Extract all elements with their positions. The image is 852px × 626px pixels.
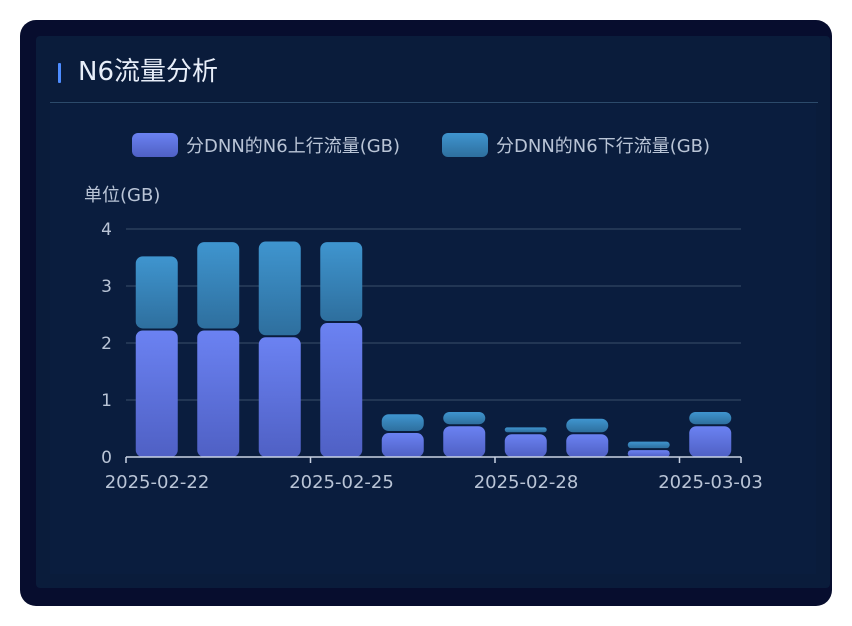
x-tick-label: 2025-02-28 bbox=[474, 472, 579, 493]
bar-uplink bbox=[259, 337, 301, 457]
y-tick-label: 4 bbox=[101, 220, 112, 240]
y-tick-label: 0 bbox=[101, 448, 112, 468]
bar-uplink bbox=[320, 323, 362, 457]
bar-downlink bbox=[197, 242, 239, 328]
x-tick-label: 2025-02-25 bbox=[289, 472, 394, 493]
y-tick-label: 1 bbox=[101, 391, 112, 411]
bar-uplink bbox=[443, 426, 485, 457]
bar-uplink bbox=[197, 330, 239, 457]
bar-downlink bbox=[628, 442, 670, 449]
x-tick-label: 2025-03-03 bbox=[658, 472, 763, 493]
bar-downlink bbox=[689, 412, 731, 424]
bar-uplink bbox=[566, 434, 608, 457]
bar-downlink bbox=[136, 256, 178, 328]
bar-uplink bbox=[689, 426, 731, 457]
bar-downlink bbox=[259, 242, 301, 336]
bar-downlink bbox=[443, 412, 485, 424]
bar-downlink bbox=[382, 414, 424, 431]
bar-downlink bbox=[320, 242, 362, 321]
y-tick-label: 3 bbox=[101, 277, 112, 297]
bar-uplink bbox=[628, 450, 670, 457]
y-tick-label: 2 bbox=[101, 334, 112, 354]
bar-uplink bbox=[136, 330, 178, 457]
bar-uplink bbox=[382, 433, 424, 457]
bar-uplink bbox=[505, 434, 547, 457]
x-tick-label: 2025-02-22 bbox=[105, 472, 210, 493]
bar-downlink bbox=[566, 419, 608, 432]
bar-downlink bbox=[505, 427, 547, 432]
